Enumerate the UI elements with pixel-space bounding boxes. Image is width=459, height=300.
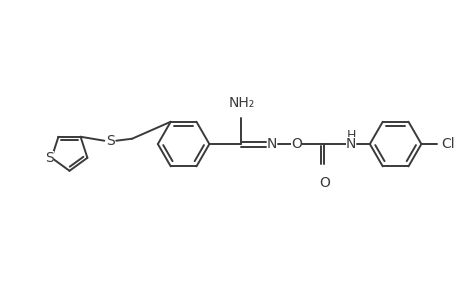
Text: Cl: Cl [440,137,454,151]
Text: N: N [266,137,276,151]
Text: S: S [106,134,114,148]
Text: NH₂: NH₂ [229,96,255,110]
Text: H: H [346,129,355,142]
Text: S: S [45,151,54,165]
Text: O: O [291,137,301,151]
Text: N: N [345,137,355,151]
Text: O: O [318,176,329,190]
